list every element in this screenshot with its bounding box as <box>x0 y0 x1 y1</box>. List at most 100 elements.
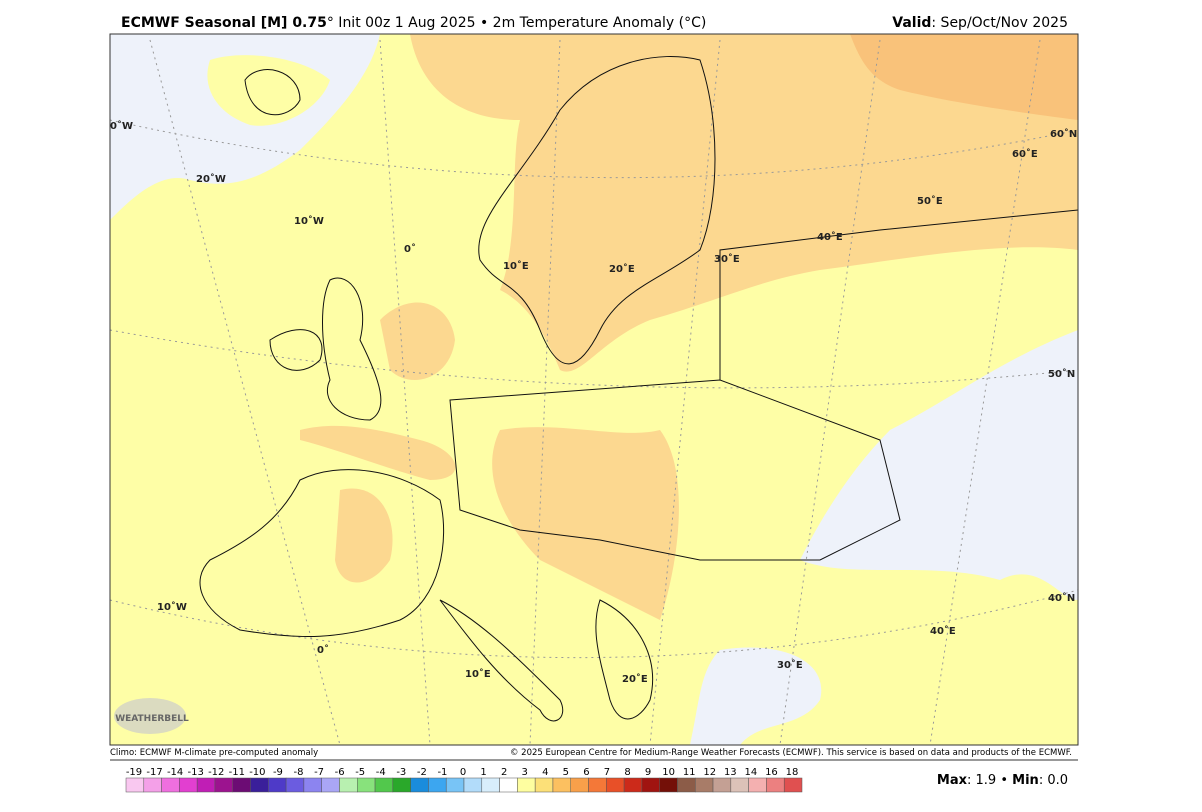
colorbar-label: 7 <box>604 767 610 778</box>
color-swatch <box>196 777 216 793</box>
colorbar-label: -12 <box>208 767 224 778</box>
graticule-label: 50˚E <box>917 195 943 207</box>
colorbar-label: 10 <box>662 767 675 778</box>
graticule-label: 10˚W <box>157 601 187 613</box>
colorbar: -19 -17 -14 -13 -12 -11 -10 -9 -8 -7 -6 -5 -4 -3 -2 -1 0… <box>125 767 803 793</box>
logo-mark <box>114 698 186 734</box>
colorbar-label: -1 <box>437 767 447 778</box>
color-swatch <box>463 777 483 793</box>
land <box>207 55 330 126</box>
color-swatch <box>357 777 376 793</box>
color-swatch <box>748 777 767 793</box>
colorbar-label: 16 <box>765 767 778 778</box>
colorbar-label: -6 <box>335 767 345 778</box>
color-swatch <box>410 777 429 793</box>
color-swatch <box>588 777 607 793</box>
logo: WEATHERBELL <box>115 714 189 724</box>
max-value: : 1.9 • <box>967 773 1008 788</box>
color-swatch <box>641 777 660 793</box>
graticule-label: 10˚E <box>465 668 491 680</box>
color-swatch <box>499 777 518 793</box>
colorbar-label: -5 <box>355 767 365 778</box>
title: ECMWF Seasonal [M] 0.75° Init 00z 1 Aug … <box>121 15 706 31</box>
warm-area <box>492 427 679 620</box>
colorbar-label: -9 <box>273 767 283 778</box>
color-swatch <box>179 777 198 793</box>
color-swatch <box>606 777 625 793</box>
graticule-label: 10˚W <box>294 215 324 227</box>
color-swatch <box>339 777 358 793</box>
color-swatch <box>677 777 696 793</box>
color-swatch <box>552 777 571 793</box>
footer-right: © 2025 European Centre for Medium-Range … <box>510 748 1072 758</box>
stats: Max: 1.9 • Min: 0.0 <box>937 773 1068 788</box>
graticule-label: 20˚E <box>609 263 635 275</box>
colorbar-label: 9 <box>645 767 651 778</box>
cold-area <box>690 647 822 745</box>
graticule-label: 20˚E <box>622 673 648 685</box>
color-swatch <box>766 777 785 793</box>
min-label: Min <box>1012 773 1039 788</box>
colorbar-label: -11 <box>229 767 245 778</box>
color-swatch <box>783 777 803 793</box>
map-labels: 0˚W 20˚W 10˚W 0˚ 10˚E 20˚E 30˚E 40˚E 50˚E 60˚E 60˚… <box>110 120 1077 685</box>
colorbar-label: 12 <box>703 767 716 778</box>
graticule-label: 20˚W <box>196 173 226 185</box>
color-swatch <box>268 777 287 793</box>
valid-label: Valid <box>892 15 931 31</box>
graticule-label: 60˚E <box>1012 148 1038 160</box>
graticule-label: 40˚E <box>817 231 843 243</box>
colorbar-label: 5 <box>563 767 569 778</box>
colorbar-label: -4 <box>376 767 386 778</box>
colorbar-label: -2 <box>417 767 427 778</box>
color-swatch <box>517 777 536 793</box>
colorbar-label: -7 <box>314 767 324 778</box>
colorbar-label: 14 <box>745 767 758 778</box>
colorbar-label: -13 <box>188 767 204 778</box>
color-swatch <box>570 777 589 793</box>
warm-area <box>335 488 393 583</box>
title-bold: ECMWF Seasonal [M] 0.75 <box>121 15 327 31</box>
colorbar-label: -14 <box>167 767 183 778</box>
min-value: : 0.0 <box>1039 773 1068 788</box>
color-swatch <box>214 777 233 793</box>
map: 0˚W 20˚W 10˚W 0˚ 10˚E 20˚E 30˚E 40˚E 50˚E 60˚E 60˚… <box>110 34 1078 745</box>
graticule-label: 10˚E <box>503 260 529 272</box>
colorbar-label: 3 <box>522 767 528 778</box>
warm-area <box>850 34 1078 120</box>
title-rest: ° Init 00z 1 Aug 2025 • 2m Temperature A… <box>327 15 707 31</box>
color-swatch <box>623 777 643 793</box>
coastlines <box>110 56 1078 745</box>
color-swatch <box>428 777 447 793</box>
valid: Valid: Sep/Oct/Nov 2025 <box>892 15 1068 31</box>
warm-area <box>380 302 455 380</box>
colorbar-label: -3 <box>396 767 406 778</box>
color-swatch <box>730 777 749 793</box>
color-swatch <box>303 777 322 793</box>
color-swatch <box>321 777 340 793</box>
color-swatch <box>712 777 732 793</box>
warm-area <box>410 34 1078 372</box>
colorbar-label: 2 <box>501 767 507 778</box>
color-swatch <box>125 777 145 793</box>
colorbar-label: 11 <box>683 767 696 778</box>
color-swatch <box>143 777 162 793</box>
colorbar-label: -10 <box>249 767 265 778</box>
graticule-label: 40˚E <box>930 625 956 637</box>
footer-left: Climo: ECMWF M-climate pre-computed anom… <box>110 748 318 758</box>
colorbar-label: 1 <box>480 767 486 778</box>
color-swatch <box>392 777 411 793</box>
color-swatch <box>534 777 554 793</box>
graticule-label: 0˚ <box>317 644 329 656</box>
cold-area <box>800 330 1078 600</box>
colorbar-label: 0 <box>460 767 466 778</box>
colorbar-label: 4 <box>542 767 548 778</box>
color-swatch <box>250 777 269 793</box>
graticule-label: 0˚ <box>404 243 416 255</box>
map-frame <box>109 33 1079 746</box>
color-swatch <box>659 777 678 793</box>
colorbar-label: -17 <box>146 767 162 778</box>
graticule-label: 0˚W <box>110 120 133 132</box>
color-swatch <box>481 777 500 793</box>
graticule-label: 60˚N <box>1050 128 1077 140</box>
